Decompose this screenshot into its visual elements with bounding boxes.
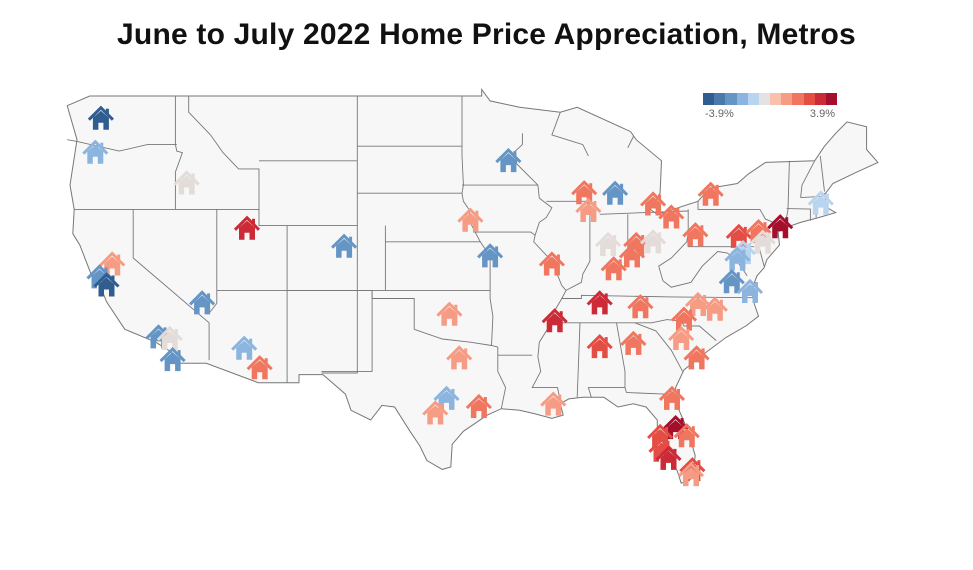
state-border	[576, 322, 581, 398]
metro-house-marker	[495, 147, 522, 173]
metro-house-marker	[422, 400, 449, 425]
legend-swatch	[814, 93, 826, 105]
metro-house-marker	[159, 346, 186, 372]
metro-house-marker	[640, 229, 667, 254]
legend-swatch	[770, 93, 782, 105]
metro-house-marker	[246, 355, 273, 380]
metro-markers	[82, 105, 834, 487]
metro-house-marker	[586, 290, 613, 315]
metro-house-marker	[575, 197, 602, 222]
state-border	[697, 201, 782, 227]
state-border	[132, 209, 210, 361]
metro-house-marker	[683, 345, 710, 370]
metro-house-marker	[736, 278, 764, 303]
legend-max-label: 3.9%	[809, 108, 835, 120]
metro-house-marker	[668, 325, 695, 350]
state-border	[561, 294, 753, 299]
state-border	[321, 290, 373, 372]
legend-min-label: -3.9%	[705, 108, 734, 120]
legend-color-scale	[703, 93, 838, 105]
metro-house-marker	[331, 233, 358, 258]
metro-house-marker	[673, 423, 700, 448]
state-border	[565, 214, 591, 291]
state-border	[634, 322, 683, 372]
metro-house-marker	[87, 105, 114, 130]
legend-swatch	[825, 93, 838, 105]
state-border	[819, 155, 825, 192]
metro-house-marker	[677, 461, 705, 487]
metro-house-marker	[457, 207, 484, 232]
metro-house-marker	[540, 391, 567, 416]
metro-house-marker	[93, 272, 120, 297]
metro-house-marker	[658, 385, 686, 410]
metro-house-marker	[541, 308, 568, 333]
metro-house-marker	[697, 181, 724, 206]
metro-house-marker	[231, 335, 258, 360]
legend-swatch	[803, 93, 815, 105]
metro-house-marker	[477, 243, 504, 268]
state-border	[461, 96, 464, 194]
us-land	[66, 87, 879, 484]
state-border	[321, 96, 358, 374]
metro-house-marker	[436, 301, 463, 326]
legend-swatch	[736, 93, 748, 105]
legend-swatch	[758, 93, 771, 105]
state-border	[627, 136, 634, 148]
legend-swatch	[714, 93, 726, 105]
metro-house-marker	[658, 204, 685, 229]
map-title: June to July 2022 Home Price Appreciatio…	[117, 18, 856, 51]
metro-house-marker	[807, 190, 834, 215]
metro-house-marker	[655, 445, 682, 470]
metro-house-marker	[749, 229, 776, 254]
metro-house-marker	[156, 325, 183, 350]
legend-swatch	[703, 93, 715, 105]
state-border	[786, 208, 811, 221]
metro-house-marker	[99, 251, 126, 276]
metro-house-marker	[718, 269, 745, 294]
metro-house-marker	[640, 191, 667, 216]
state-border	[551, 112, 589, 157]
metro-house-marker	[724, 246, 751, 271]
state-border	[658, 232, 728, 288]
metro-house-marker	[595, 231, 622, 256]
legend-swatch	[792, 93, 804, 105]
metro-house-marker	[767, 214, 794, 239]
metro-house-marker	[189, 290, 216, 315]
legend-swatch	[725, 93, 737, 105]
state-border	[174, 96, 183, 210]
metro-house-marker	[701, 296, 728, 321]
legend-swatch	[747, 93, 759, 105]
us-land-outline	[66, 87, 879, 484]
metro-house-marker	[627, 294, 654, 319]
color-legend: -3.9% 3.9%	[703, 93, 838, 120]
metro-house-marker	[465, 393, 492, 418]
metro-house-marker	[602, 180, 629, 205]
metro-house-marker	[538, 251, 565, 276]
metro-house-marker	[446, 345, 473, 370]
metro-house-marker	[620, 330, 647, 355]
metro-house-marker	[600, 256, 627, 281]
legend-labels: -3.9% 3.9%	[703, 108, 837, 120]
metro-house-marker	[684, 291, 712, 316]
metro-house-marker	[82, 139, 109, 164]
state-border	[473, 231, 536, 236]
state-border	[208, 209, 218, 314]
legend-swatch	[781, 93, 793, 105]
state-border	[800, 160, 816, 198]
state-border	[67, 139, 177, 152]
metro-house-marker	[233, 215, 261, 240]
state-border	[74, 208, 358, 227]
metro-house-marker	[670, 306, 698, 331]
state-border	[385, 241, 494, 346]
metro-house-marker	[682, 222, 709, 247]
metro-house-marker	[586, 333, 613, 359]
metro-house-marker	[173, 170, 200, 195]
state-border	[188, 96, 260, 210]
metro-house-marker	[618, 243, 646, 268]
